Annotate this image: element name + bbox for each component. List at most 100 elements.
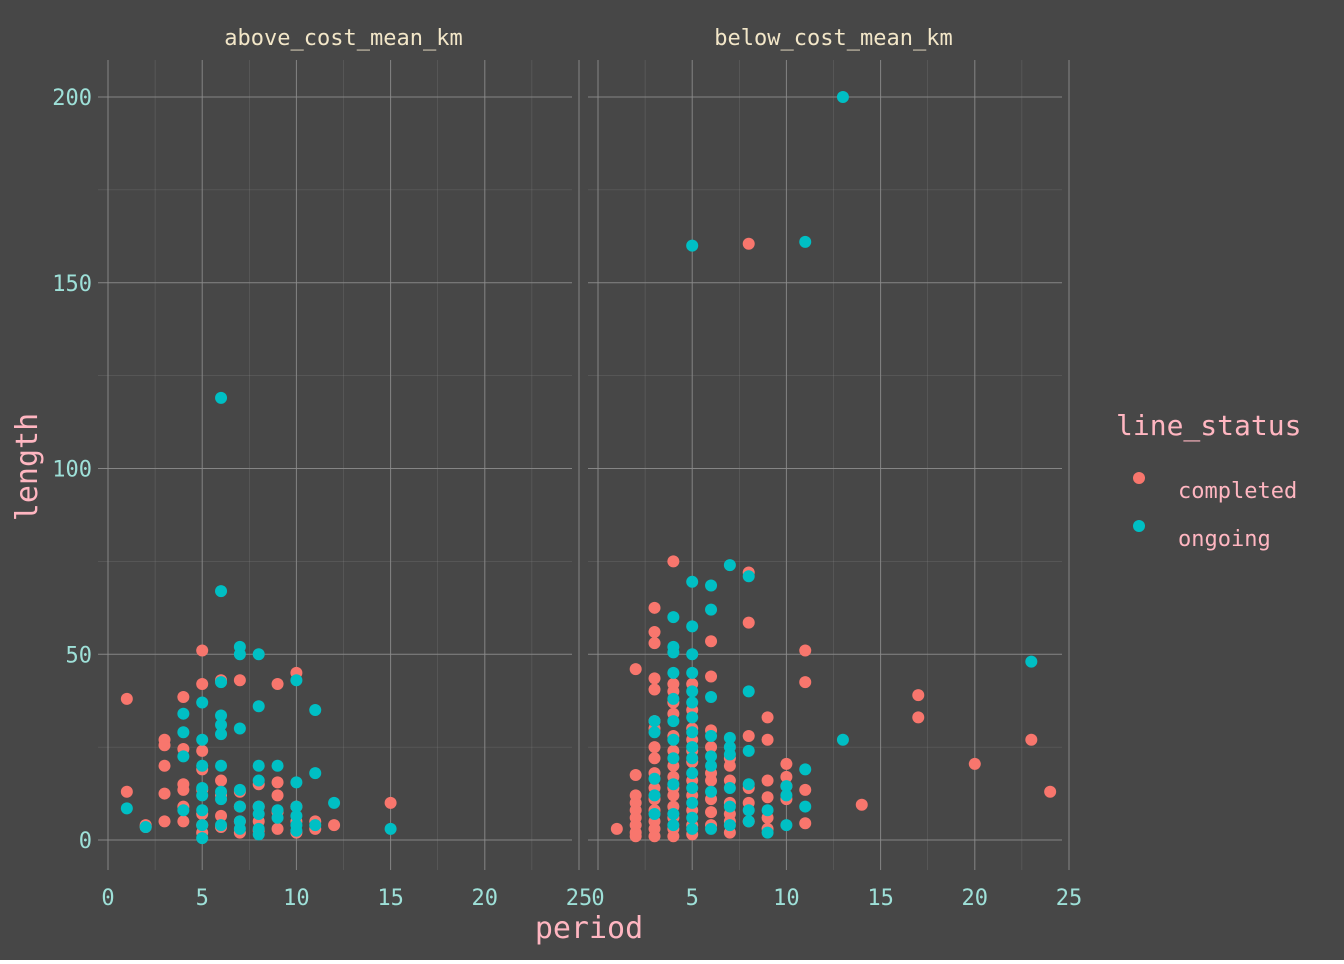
data-point-ongoing bbox=[215, 793, 228, 806]
legend-key-completed bbox=[1133, 472, 1145, 484]
data-point-ongoing bbox=[252, 700, 265, 713]
data-point-ongoing bbox=[215, 819, 228, 832]
data-point-completed bbox=[799, 676, 812, 689]
data-point-ongoing bbox=[667, 692, 680, 705]
data-point-completed bbox=[629, 830, 642, 843]
data-point-ongoing bbox=[196, 819, 209, 832]
data-point-ongoing bbox=[309, 703, 322, 716]
facet-label: below_cost_mean_km bbox=[714, 26, 952, 51]
y-tick-label: 0 bbox=[79, 829, 92, 854]
data-point-ongoing bbox=[120, 802, 133, 815]
data-point-completed bbox=[215, 809, 228, 822]
data-point-completed bbox=[196, 744, 209, 757]
data-point-completed bbox=[271, 677, 284, 690]
data-point-ongoing bbox=[139, 820, 152, 833]
data-point-completed bbox=[761, 774, 774, 787]
data-point-ongoing bbox=[648, 789, 661, 802]
data-point-ongoing bbox=[196, 832, 209, 845]
data-point-ongoing bbox=[233, 822, 246, 835]
data-point-ongoing bbox=[177, 750, 190, 763]
data-point-completed bbox=[629, 768, 642, 781]
data-point-ongoing bbox=[667, 715, 680, 728]
facet-label: above_cost_mean_km bbox=[224, 26, 462, 51]
legend-key-ongoing bbox=[1133, 520, 1145, 532]
data-point-ongoing bbox=[252, 648, 265, 661]
data-point-ongoing bbox=[215, 718, 228, 731]
data-point-completed bbox=[629, 663, 642, 676]
data-point-ongoing bbox=[723, 748, 736, 761]
data-point-ongoing bbox=[667, 646, 680, 659]
data-point-ongoing bbox=[290, 800, 303, 813]
data-point-ongoing bbox=[309, 819, 322, 832]
data-point-completed bbox=[158, 739, 171, 752]
data-point-ongoing bbox=[686, 796, 699, 809]
x-tick-label: 5 bbox=[196, 886, 209, 911]
data-point-ongoing bbox=[705, 785, 718, 798]
data-point-ongoing bbox=[723, 781, 736, 794]
data-point-ongoing bbox=[271, 811, 284, 824]
data-point-ongoing bbox=[761, 804, 774, 817]
data-point-ongoing bbox=[196, 759, 209, 772]
data-point-ongoing bbox=[686, 726, 699, 739]
data-point-completed bbox=[799, 817, 812, 830]
data-point-completed bbox=[799, 783, 812, 796]
data-point-ongoing bbox=[215, 391, 228, 404]
data-point-ongoing bbox=[667, 807, 680, 820]
data-point-completed bbox=[648, 752, 661, 765]
data-point-ongoing bbox=[252, 807, 265, 820]
data-point-ongoing bbox=[705, 579, 718, 592]
data-point-ongoing bbox=[215, 728, 228, 741]
data-point-ongoing bbox=[686, 620, 699, 633]
panel-above_cost_mean_km: above_cost_mean_km 0 5 10 15 20 25 0 50 100 150 200 bbox=[52, 26, 592, 911]
data-point-ongoing bbox=[705, 690, 718, 703]
data-point-ongoing bbox=[686, 575, 699, 588]
data-point-ongoing bbox=[196, 789, 209, 802]
data-point-completed bbox=[968, 757, 981, 770]
data-point-ongoing bbox=[780, 819, 793, 832]
data-point-ongoing bbox=[799, 763, 812, 776]
data-point-ongoing bbox=[836, 91, 849, 103]
data-point-completed bbox=[648, 601, 661, 614]
y-tick-label: 200 bbox=[52, 86, 92, 111]
data-point-completed bbox=[705, 741, 718, 754]
data-point-completed bbox=[799, 644, 812, 657]
data-point-ongoing bbox=[686, 822, 699, 835]
data-point-ongoing bbox=[271, 759, 284, 772]
data-point-ongoing bbox=[233, 800, 246, 813]
data-point-ongoing bbox=[648, 807, 661, 820]
data-point-ongoing bbox=[233, 783, 246, 796]
data-point-ongoing bbox=[705, 759, 718, 772]
data-point-ongoing bbox=[686, 741, 699, 754]
data-point-completed bbox=[742, 237, 755, 250]
data-point-completed bbox=[233, 674, 246, 687]
y-tick-label: 50 bbox=[66, 643, 93, 668]
data-point-completed bbox=[912, 711, 925, 724]
data-point-completed bbox=[1025, 733, 1038, 746]
legend-label-ongoing: ongoing bbox=[1178, 527, 1271, 552]
data-point-completed bbox=[120, 692, 133, 705]
x-tick-label: 5 bbox=[686, 886, 699, 911]
data-point-ongoing bbox=[667, 752, 680, 765]
data-point-completed bbox=[177, 815, 190, 828]
data-point-ongoing bbox=[384, 822, 397, 835]
data-point-ongoing bbox=[667, 778, 680, 791]
y-axis-title: length bbox=[10, 413, 45, 521]
data-point-completed bbox=[705, 635, 718, 648]
data-point-completed bbox=[855, 798, 868, 811]
data-point-ongoing bbox=[196, 696, 209, 709]
data-point-completed bbox=[761, 711, 774, 724]
data-point-completed bbox=[648, 672, 661, 685]
data-point-completed bbox=[1044, 785, 1057, 798]
data-point-completed bbox=[705, 774, 718, 787]
data-point-ongoing bbox=[290, 809, 303, 822]
data-point-completed bbox=[667, 555, 680, 568]
data-point-ongoing bbox=[742, 778, 755, 791]
data-point-ongoing bbox=[705, 822, 718, 835]
data-point-ongoing bbox=[215, 759, 228, 772]
data-point-completed bbox=[271, 822, 284, 835]
data-point-ongoing bbox=[648, 715, 661, 728]
data-point-ongoing bbox=[686, 648, 699, 661]
x-axis-title: period bbox=[535, 911, 643, 946]
data-point-completed bbox=[648, 830, 661, 843]
